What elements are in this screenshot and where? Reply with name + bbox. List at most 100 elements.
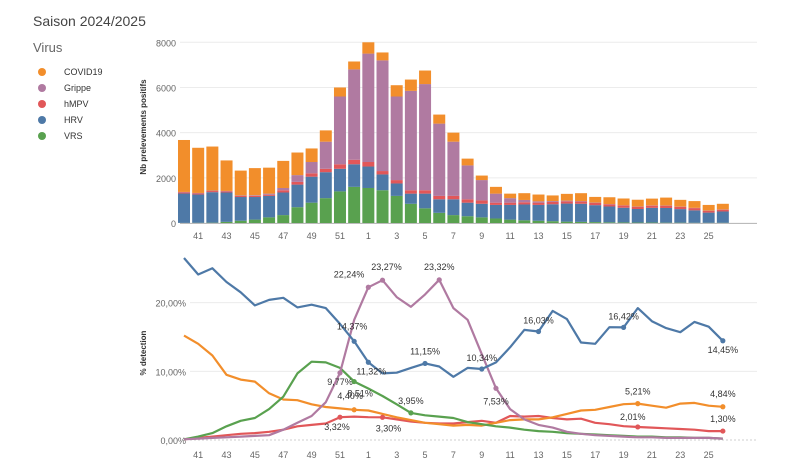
- bar-segment: [348, 159, 361, 165]
- bar-segment: [333, 87, 346, 97]
- x-tick-label: 45: [250, 450, 260, 460]
- x-tick-label: 13: [533, 231, 543, 241]
- y-axis-title: Nb prelevements positifs: [139, 79, 148, 175]
- bar-segment: [433, 195, 446, 200]
- data-point-marker: [720, 338, 726, 344]
- legend-dot: [38, 132, 46, 140]
- bar-segment: [319, 198, 332, 223]
- bar-segment: [305, 148, 318, 163]
- bar-segment: [263, 195, 276, 218]
- bar-segment: [674, 199, 687, 207]
- x-tick-label: 17: [590, 231, 600, 241]
- x-tick-label: 49: [307, 231, 317, 241]
- x-tick-label: 21: [647, 450, 657, 460]
- data-point-marker: [351, 378, 357, 385]
- bar-segment: [645, 207, 658, 223]
- data-label: 16,03%: [523, 315, 554, 325]
- bar-segment: [263, 217, 276, 223]
- bar-segment: [419, 193, 432, 209]
- bar-segment: [248, 195, 261, 196]
- data-point-marker: [351, 338, 357, 344]
- bar-segment: [475, 203, 488, 218]
- legend-item[interactable]: HRV: [38, 112, 103, 128]
- bar-segment: [504, 193, 517, 199]
- bar-segment: [489, 204, 502, 219]
- bar-segment: [319, 141, 332, 169]
- bar-segment: [234, 170, 247, 196]
- bar-segment: [560, 193, 573, 201]
- x-tick-label: 25: [704, 450, 714, 460]
- bar-segment: [546, 195, 559, 202]
- data-point-marker: [535, 328, 542, 335]
- legend-label: VRS: [64, 131, 83, 141]
- bar-segment: [220, 191, 233, 193]
- bar-segment: [489, 218, 502, 223]
- bar-segment: [376, 60, 389, 172]
- bar-segment: [532, 201, 545, 203]
- bar-segment: [447, 141, 460, 196]
- bar-segment: [376, 52, 389, 61]
- bar-segment: [674, 209, 687, 223]
- legend-item[interactable]: VRS: [38, 128, 103, 144]
- bar-segment: [617, 222, 630, 223]
- bar-segment: [390, 183, 403, 196]
- legend-dot: [38, 116, 46, 124]
- data-point-marker: [365, 359, 371, 365]
- bar-segment: [575, 203, 588, 222]
- x-tick-label: 5: [423, 231, 428, 241]
- bar-segment: [305, 176, 318, 203]
- x-tick-label: 7: [451, 450, 456, 460]
- data-label: 11,15%: [410, 346, 440, 356]
- bar-segment: [645, 198, 658, 206]
- bar-segment: [461, 165, 474, 200]
- bar-segment: [674, 206, 687, 210]
- bar-segment: [277, 187, 290, 191]
- bar-segment: [362, 166, 375, 188]
- bar-segment: [277, 215, 290, 223]
- data-label: 23,32%: [424, 262, 455, 272]
- bar-segment: [489, 186, 502, 194]
- bar-segment: [645, 205, 658, 208]
- legend-dot: [38, 68, 46, 76]
- bar-segment: [617, 198, 630, 206]
- bar-segment: [419, 70, 432, 85]
- x-tick-label: 49: [307, 450, 317, 460]
- bar-segment: [560, 221, 573, 223]
- bar-segment: [575, 221, 588, 223]
- legend-item[interactable]: hMPV: [38, 96, 103, 112]
- bar-segment: [319, 168, 332, 173]
- bar-segment: [433, 123, 446, 196]
- bar-segment: [404, 90, 417, 191]
- x-tick-label: 15: [562, 450, 572, 460]
- y-tick-label: 20,00%: [155, 299, 186, 309]
- x-tick-label: 1: [366, 450, 371, 460]
- data-label: 14,45%: [708, 345, 739, 355]
- data-label: 1,30%: [710, 414, 736, 424]
- bar-segment: [660, 207, 673, 223]
- bar-segment: [433, 212, 446, 223]
- x-tick-label: 17: [590, 450, 600, 460]
- x-tick-label: 47: [278, 450, 288, 460]
- bar-segment: [234, 195, 247, 198]
- bar-segment: [419, 208, 432, 223]
- bar-segment: [475, 200, 488, 204]
- bar-segment: [518, 220, 531, 223]
- x-tick-label: 23: [675, 231, 685, 241]
- bar-segment: [362, 162, 375, 167]
- x-tick-label: 19: [619, 450, 629, 460]
- data-label: 5,21%: [625, 387, 651, 397]
- data-point-marker: [337, 414, 343, 420]
- x-tick-label: 19: [619, 231, 629, 241]
- bar-segment: [277, 160, 290, 188]
- bar-segment: [532, 204, 545, 221]
- bar-segment: [518, 202, 531, 205]
- y-axis-title: % detection: [139, 330, 148, 375]
- x-tick-label: 41: [193, 450, 203, 460]
- bar-segment: [404, 190, 417, 194]
- bar-segment: [546, 204, 559, 222]
- legend-item[interactable]: Grippe: [38, 80, 103, 96]
- legend-item[interactable]: COVID19: [38, 64, 103, 80]
- bar-segment: [475, 217, 488, 223]
- bar-segment: [660, 197, 673, 206]
